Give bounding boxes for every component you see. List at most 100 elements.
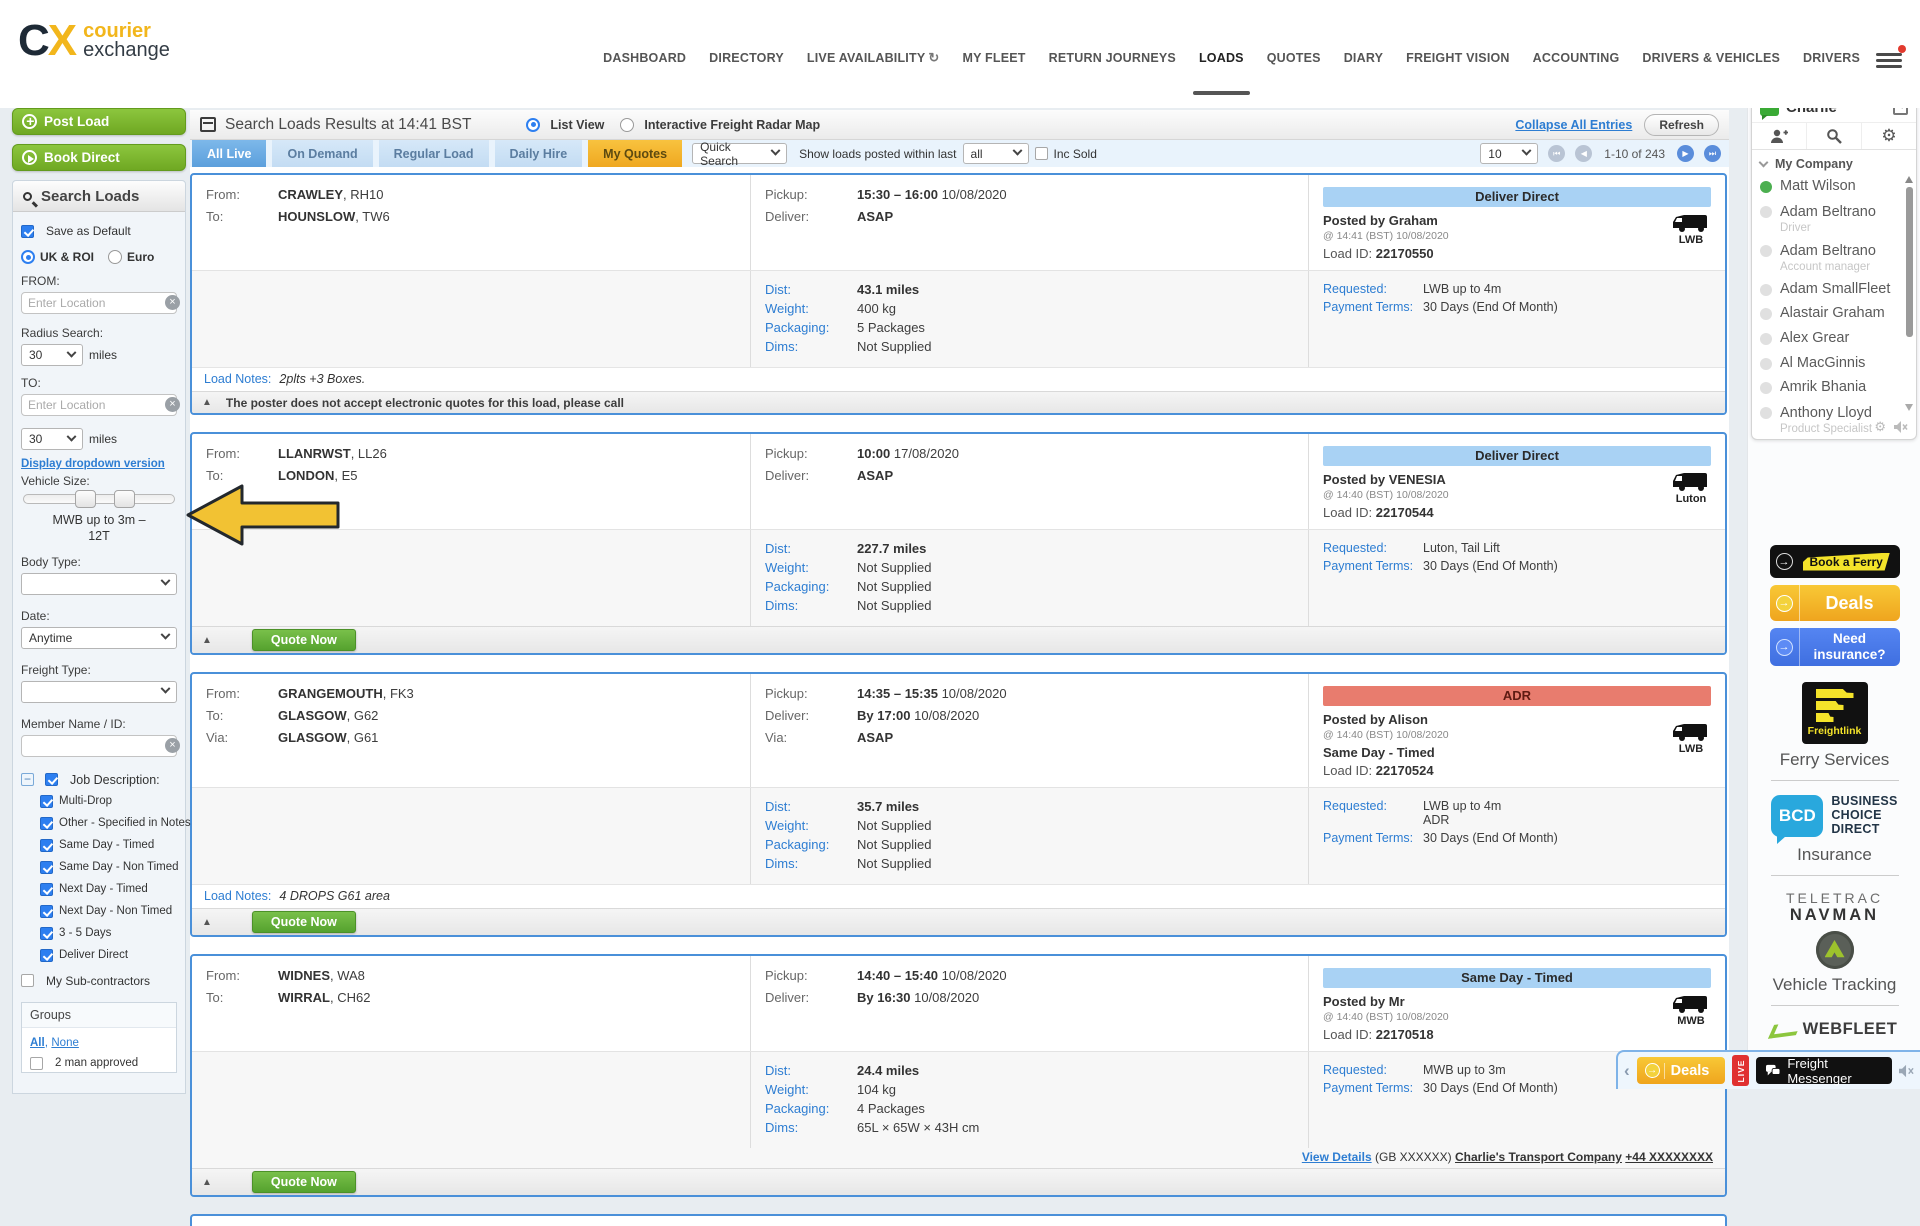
collapse-tree-icon[interactable]: − (21, 773, 34, 786)
freight-type-select[interactable] (21, 681, 177, 703)
nav-quotes[interactable]: QUOTES (1267, 51, 1321, 65)
view-details-link[interactable]: View Details (1302, 1150, 1372, 1164)
slider-handle-min[interactable] (75, 490, 96, 508)
job-option-next-day-non-timed[interactable]: Next Day - Non Timed (40, 905, 177, 918)
post-load-button[interactable]: Post Load (12, 108, 186, 135)
contact-row[interactable]: Amrik Bhania (1760, 379, 1916, 396)
collapse-all-entries-link[interactable]: Collapse All Entries (1515, 118, 1632, 132)
my-subcontractors-checkbox[interactable] (21, 974, 34, 987)
scroll-up-icon[interactable] (1905, 176, 1913, 183)
load-card[interactable]: From:WIDNES, WA8 To:WIRRAL, CH62 Pickup:… (190, 954, 1727, 1197)
contacts-scrollbar[interactable] (1905, 179, 1914, 409)
quick-search-select[interactable]: Quick Search (692, 143, 787, 164)
tab-my-quotes[interactable]: My Quotes (588, 140, 682, 167)
tab-all-live[interactable]: All Live (192, 140, 266, 167)
clear-to-icon[interactable]: × (165, 397, 180, 412)
tab-daily-hire[interactable]: Daily Hire (495, 140, 583, 167)
job-option-deliver-direct[interactable]: Deliver Direct (40, 949, 177, 962)
nav-my-fleet[interactable]: MY FLEET (962, 51, 1025, 65)
teletrac-navman-logo[interactable]: TELETRAC NAVMAN (1748, 890, 1920, 969)
mute-icon[interactable] (1894, 421, 1908, 433)
job-description-checkbox[interactable] (45, 773, 58, 786)
region-euro-radio[interactable]: Euro (108, 250, 154, 264)
load-card-partial[interactable] (190, 1214, 1727, 1226)
contact-row[interactable]: Adam SmallFleet (1760, 281, 1916, 298)
quote-now-button[interactable]: Quote Now (252, 629, 356, 651)
nav-return-journeys[interactable]: RETURN JOURNEYS (1049, 51, 1176, 65)
contact-row[interactable]: Adam BeltranoAccount manager (1760, 242, 1916, 273)
nav-diary[interactable]: DIARY (1344, 51, 1383, 65)
from-radius-select[interactable]: 30 (21, 344, 83, 366)
job-option-same-day-non-timed[interactable]: Same Day - Non Timed (40, 861, 177, 874)
nav-drivers[interactable]: DRIVERS (1803, 51, 1860, 65)
groups-all-link[interactable]: All (30, 1037, 45, 1049)
scrollbar-thumb[interactable] (1906, 187, 1913, 337)
load-card[interactable]: From:GRANGEMOUTH, FK3 To:GLASGOW, G62 Vi… (190, 672, 1727, 937)
tab-regular-load[interactable]: Regular Load (379, 140, 489, 167)
mute-icon[interactable] (1899, 1064, 1914, 1078)
collapse-card-icon[interactable]: ▲ (202, 917, 212, 928)
region-uk-radio[interactable]: UK & ROI (21, 250, 94, 264)
contact-row[interactable]: Matt Wilson (1760, 178, 1916, 195)
radar-map-radio[interactable]: Interactive Freight Radar Map (620, 118, 820, 132)
nav-accounting[interactable]: ACCOUNTING (1533, 51, 1620, 65)
save-as-default[interactable]: Save as Default (21, 224, 177, 238)
insurance-banner[interactable]: → Needinsurance? (1770, 628, 1900, 666)
messenger-settings-button[interactable]: ⚙ (1861, 123, 1916, 149)
quote-now-button[interactable]: Quote Now (252, 1171, 356, 1193)
freightlink-logo[interactable]: Freightlink (1802, 682, 1868, 744)
nav-loads[interactable]: LOADS (1199, 51, 1244, 65)
nav-directory[interactable]: DIRECTORY (709, 51, 784, 65)
book-a-ferry-banner[interactable]: → Book a Ferry (1770, 545, 1900, 578)
tab-on-demand[interactable]: On Demand (272, 140, 372, 167)
nav-freight-vision[interactable]: FREIGHT VISION (1406, 51, 1510, 65)
scroll-down-icon[interactable] (1905, 404, 1913, 411)
collapse-card-icon[interactable]: ▲ (202, 1177, 212, 1188)
contact-row[interactable]: Alex Grear (1760, 330, 1916, 347)
clear-from-icon[interactable]: × (165, 295, 180, 310)
nav-drivers-vehicles[interactable]: DRIVERS & VEHICLES (1642, 51, 1780, 65)
date-select[interactable]: Anytime (21, 627, 177, 649)
group-option-2-man[interactable]: 2 man approved (30, 1057, 168, 1071)
last-page-icon[interactable]: ⏭ (1704, 145, 1721, 162)
contact-row[interactable]: Alastair Graham (1760, 305, 1916, 322)
my-company-section-header[interactable]: My Company (1752, 150, 1916, 176)
to-radius-select[interactable]: 30 (21, 428, 83, 450)
to-location-input[interactable] (21, 394, 177, 416)
clear-member-icon[interactable]: × (165, 738, 180, 753)
collapse-card-icon[interactable]: ▲ (202, 397, 212, 408)
from-location-input[interactable] (21, 292, 177, 314)
deals-dock-button[interactable]: → Deals (1637, 1057, 1726, 1084)
page-size-select[interactable]: 10 (1480, 143, 1538, 164)
courier-exchange-logo[interactable]: CX courier exchange (18, 16, 170, 66)
nav-dashboard[interactable]: DASHBOARD (603, 51, 686, 65)
freight-messenger-button[interactable]: Freight Messenger (1756, 1057, 1892, 1084)
collapse-card-icon[interactable]: ▲ (202, 635, 212, 646)
vehicle-size-slider[interactable] (23, 494, 175, 504)
first-page-icon[interactable]: ⏮ (1548, 145, 1565, 162)
quote-now-button[interactable]: Quote Now (252, 911, 356, 933)
save-default-checkbox[interactable] (21, 225, 34, 238)
company-name-link[interactable]: Charlie's Transport Company (1455, 1150, 1622, 1164)
list-view-radio[interactable]: List View (526, 118, 604, 132)
bcd-logo[interactable]: BCD BUSINESSCHOICEDIRECT (1748, 795, 1920, 837)
load-card[interactable]: From:LLANRWST, LL26 To:LONDON, E5 Pickup… (190, 432, 1727, 655)
menu-hamburger-icon[interactable] (1876, 50, 1902, 68)
slider-handle-max[interactable] (114, 490, 135, 508)
groups-none-link[interactable]: None (51, 1037, 79, 1049)
posted-within-select[interactable]: all (963, 143, 1029, 164)
gear-icon[interactable]: ⚙ (1874, 419, 1886, 435)
job-option-3-5-days[interactable]: 3 - 5 Days (40, 927, 177, 940)
body-type-select[interactable] (21, 573, 177, 595)
job-option-same-day-timed[interactable]: Same Day - Timed (40, 839, 177, 852)
job-option-next-day-timed[interactable]: Next Day - Timed (40, 883, 177, 896)
book-direct-button[interactable]: Book Direct (12, 144, 186, 171)
inc-sold-checkbox-row[interactable]: Inc Sold (1035, 147, 1097, 161)
search-contacts-button[interactable] (1806, 123, 1861, 149)
next-page-icon[interactable]: ▶ (1677, 145, 1694, 162)
nav-live-availability[interactable]: LIVE AVAILABILITY↻ (807, 50, 940, 66)
member-input[interactable] (21, 735, 177, 757)
webfleet-logo[interactable]: WEBFLEET (1748, 1020, 1920, 1039)
deals-banner[interactable]: → Deals (1770, 585, 1900, 621)
contact-row[interactable]: Adam BeltranoDriver (1760, 203, 1916, 234)
